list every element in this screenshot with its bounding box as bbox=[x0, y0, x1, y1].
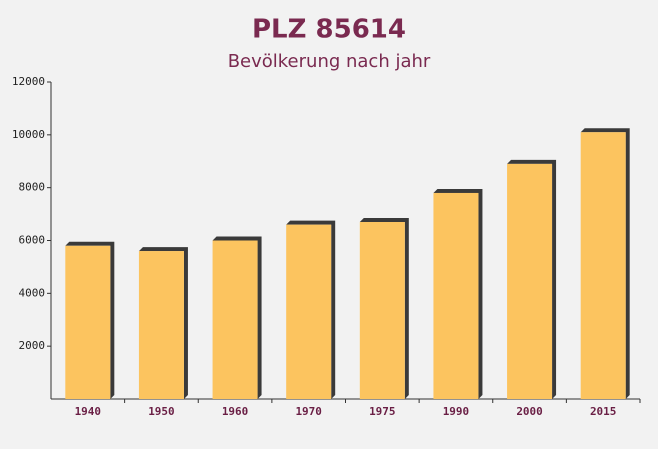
bar bbox=[138, 251, 184, 399]
x-tick-label: 1975 bbox=[369, 405, 396, 418]
x-tick-label: 1960 bbox=[222, 405, 249, 418]
bar bbox=[286, 224, 332, 399]
x-tick-label: 1940 bbox=[75, 405, 102, 418]
bar bbox=[580, 132, 626, 400]
x-tick-label: 1950 bbox=[148, 405, 175, 418]
bar bbox=[65, 245, 111, 399]
y-tick-label: 8000 bbox=[19, 181, 46, 194]
bar bbox=[212, 240, 258, 399]
chart-subtitle: Bevölkerung nach jahr bbox=[228, 51, 431, 72]
x-tick-label: 1970 bbox=[295, 405, 322, 418]
bar bbox=[507, 163, 553, 399]
chart-title: PLZ 85614 bbox=[252, 15, 406, 45]
x-tick-label: 2015 bbox=[590, 405, 617, 418]
y-tick-label: 6000 bbox=[19, 234, 46, 247]
bar bbox=[433, 192, 479, 399]
bar bbox=[359, 222, 405, 399]
x-tick-label: 1990 bbox=[443, 405, 470, 418]
y-tick-label: 12000 bbox=[12, 75, 45, 88]
y-tick-label: 4000 bbox=[19, 286, 46, 299]
y-tick-label: 2000 bbox=[19, 339, 46, 352]
y-tick-label: 10000 bbox=[12, 128, 45, 141]
x-tick-label: 2000 bbox=[516, 405, 543, 418]
